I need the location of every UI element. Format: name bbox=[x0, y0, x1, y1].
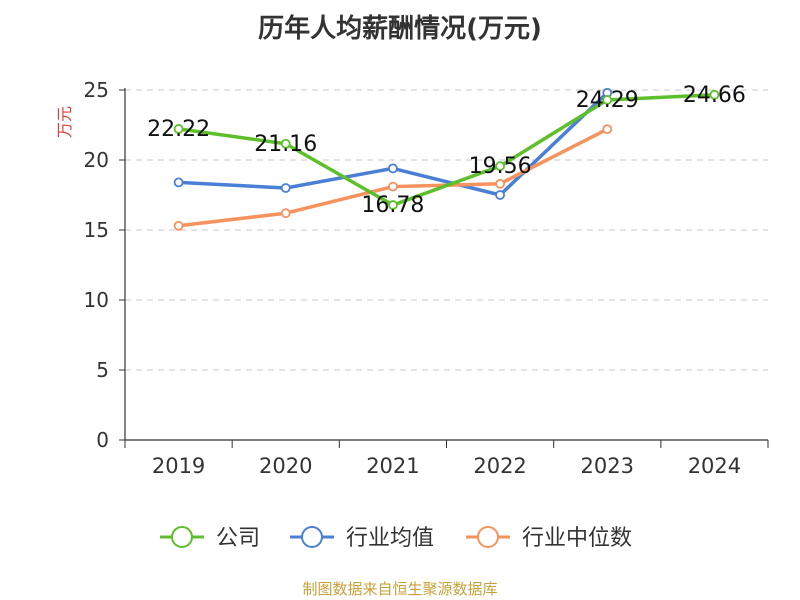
data-label: 16.78 bbox=[361, 193, 424, 218]
legend-marker bbox=[477, 526, 499, 548]
data-point bbox=[280, 208, 291, 219]
data-point bbox=[495, 178, 505, 189]
legend-label: 行业均值 bbox=[346, 526, 434, 551]
series-line-1 bbox=[178, 91, 609, 197]
data-point bbox=[602, 124, 613, 135]
data-label: 21.16 bbox=[254, 132, 317, 157]
data-point bbox=[173, 124, 184, 134]
data-point bbox=[388, 163, 398, 174]
data-point bbox=[173, 220, 184, 231]
x-tick-label: 2020 bbox=[259, 454, 312, 478]
data-point bbox=[280, 138, 291, 149]
data-point bbox=[709, 89, 720, 100]
y-tick-label: 20 bbox=[84, 148, 109, 172]
data-point bbox=[495, 161, 505, 172]
legend-label: 公司 bbox=[216, 526, 260, 551]
y-axis-label: 万元 bbox=[55, 106, 74, 138]
y-tick-label: 0 bbox=[96, 428, 109, 452]
source-note: 制图数据来自恒生聚源数据库 bbox=[302, 580, 498, 598]
legend-marker bbox=[171, 526, 193, 548]
data-label: 24.66 bbox=[683, 83, 746, 108]
data-label: 22.22 bbox=[147, 117, 210, 142]
legend-marker bbox=[301, 526, 323, 548]
data-point bbox=[388, 181, 398, 192]
x-tick-label: 2024 bbox=[688, 454, 741, 478]
data-point bbox=[280, 183, 291, 193]
data-point bbox=[388, 200, 398, 210]
x-tick-label: 2021 bbox=[366, 454, 419, 478]
y-tick-label: 5 bbox=[96, 358, 109, 382]
y-tick-label: 15 bbox=[84, 218, 109, 242]
data-point bbox=[602, 95, 613, 105]
y-tick-label: 10 bbox=[84, 288, 109, 312]
x-tick-label: 2019 bbox=[152, 454, 205, 478]
data-point bbox=[173, 177, 184, 188]
x-tick-label: 2022 bbox=[473, 454, 526, 478]
series-line-0 bbox=[178, 93, 715, 207]
data-point bbox=[495, 190, 505, 200]
data-label: 24.29 bbox=[576, 88, 639, 113]
y-tick-label: 25 bbox=[84, 78, 109, 102]
data-label: 19.56 bbox=[469, 154, 532, 179]
legend-label: 行业中位数 bbox=[522, 526, 632, 551]
chart-title: 历年人均薪酬情况(万元) bbox=[258, 14, 542, 44]
x-tick-label: 2023 bbox=[581, 454, 634, 478]
